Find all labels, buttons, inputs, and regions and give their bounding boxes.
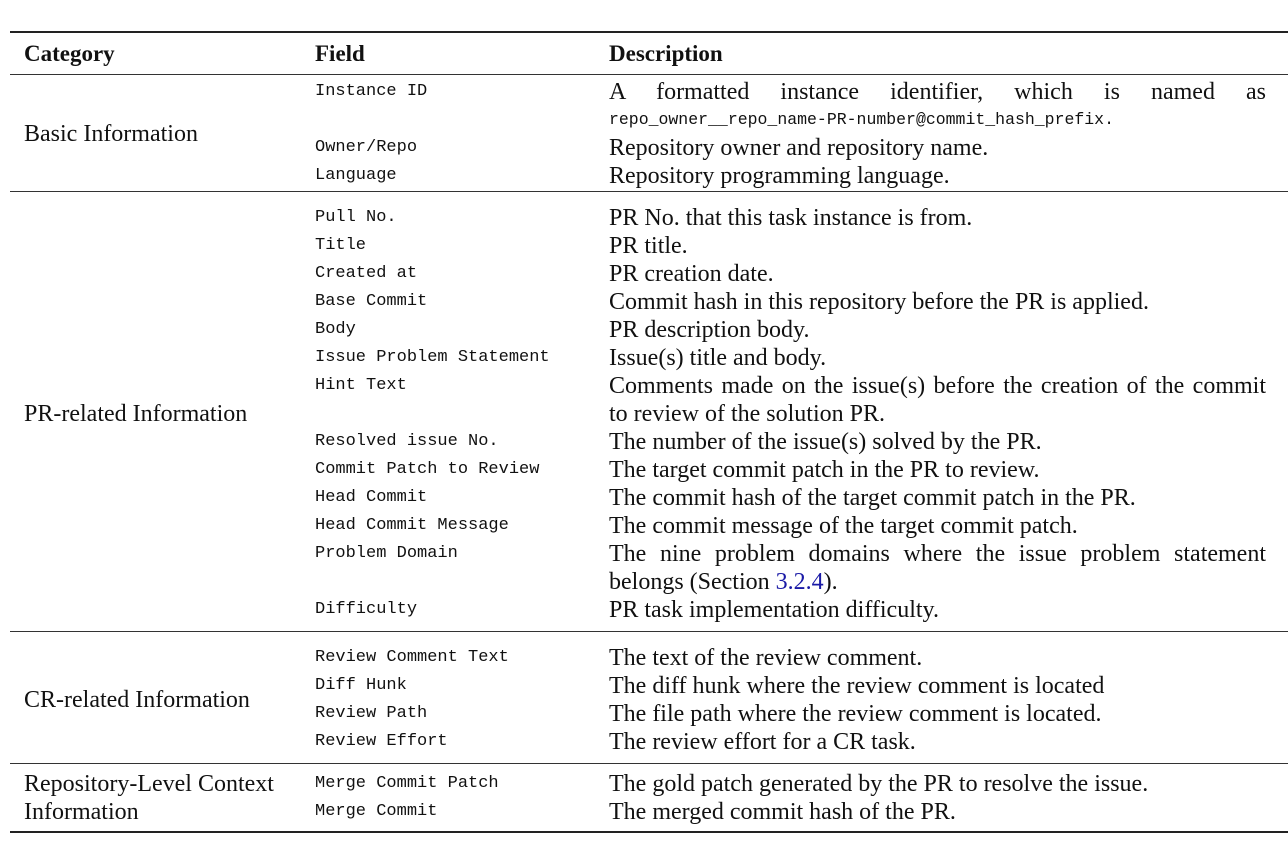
description-text: The nine problem domains where the issue… bbox=[609, 541, 1266, 595]
header-category: Category bbox=[24, 40, 115, 66]
field-name: Instance ID bbox=[315, 82, 428, 101]
field-name: Review Effort bbox=[315, 732, 448, 751]
field-name: Head Commit Message bbox=[315, 516, 509, 535]
fields-table: Category Field Description Basic Informa… bbox=[10, 31, 1288, 833]
field-description: Comments made on the issue(s) before the… bbox=[609, 373, 1266, 427]
field-description: A formatted instance identifier, which i… bbox=[609, 78, 1266, 134]
field-description: The gold patch generated by the PR to re… bbox=[609, 771, 1149, 797]
table-row: Head Commit Message The commit message of… bbox=[315, 512, 1266, 540]
header-rule bbox=[10, 74, 1288, 75]
section-link[interactable]: 3.2.4 bbox=[775, 569, 824, 595]
table-row: Body PR description body. bbox=[315, 316, 1266, 344]
group-pr-related-information: PR-related Information Pull No. PR No. th… bbox=[10, 192, 1288, 631]
table-row: Problem Domain The nine problem domains w… bbox=[315, 540, 1266, 596]
header-field: Field bbox=[315, 40, 365, 66]
table-row: Head Commit The commit hash of the target… bbox=[315, 484, 1266, 512]
table-header: Category Field Description bbox=[10, 33, 1288, 74]
field-name: Created at bbox=[315, 264, 418, 283]
field-description: The text of the review comment. bbox=[609, 645, 923, 671]
category-label: CR-related Information bbox=[24, 687, 250, 713]
group-rule bbox=[10, 191, 1288, 192]
table-row: Diff Hunk The diff hunk where the review … bbox=[315, 672, 1266, 700]
table-row: Review Path The file path where the revie… bbox=[315, 700, 1266, 728]
field-description: Commit hash in this repository before th… bbox=[609, 289, 1149, 315]
field-name: Review Comment Text bbox=[315, 648, 509, 667]
table-row: Instance ID A formatted instance identif… bbox=[315, 78, 1266, 134]
category-label: Basic Information bbox=[24, 121, 198, 147]
field-description: Repository owner and repository name. bbox=[609, 135, 989, 161]
field-name: Merge Commit bbox=[315, 802, 438, 821]
bottom-rule bbox=[10, 831, 1288, 833]
table-row: Difficulty PR task implementation difficu… bbox=[315, 596, 1266, 624]
field-name: Base Commit bbox=[315, 292, 428, 311]
field-description: The merged commit hash of the PR. bbox=[609, 799, 956, 825]
table-row: Created at PR creation date. bbox=[315, 260, 1266, 288]
group-rule bbox=[10, 631, 1288, 632]
category-label: PR-related Information bbox=[24, 401, 248, 427]
group-basic-information: Basic Information Instance ID A formatte… bbox=[10, 75, 1288, 191]
field-description: The number of the issue(s) solved by the… bbox=[609, 429, 1042, 455]
field-description: The target commit patch in the PR to rev… bbox=[609, 457, 1040, 483]
field-name: Merge Commit Patch bbox=[315, 774, 499, 793]
group-repository-level-context: Repository-Level Context Information Mer… bbox=[10, 764, 1288, 831]
field-name: Issue Problem Statement bbox=[315, 348, 550, 367]
field-name: Resolved issue No. bbox=[315, 432, 499, 451]
field-description: PR creation date. bbox=[609, 261, 774, 287]
field-name: Review Path bbox=[315, 704, 428, 723]
field-description: Issue(s) title and body. bbox=[609, 345, 827, 371]
field-description: The review effort for a CR task. bbox=[609, 729, 916, 755]
table-row: Issue Problem Statement Issue(s) title an… bbox=[315, 344, 1266, 372]
field-description: The commit hash of the target commit pat… bbox=[609, 485, 1136, 511]
field-description: PR description body. bbox=[609, 317, 810, 343]
table-row: Owner/Repo Repository owner and reposito… bbox=[315, 134, 1266, 162]
table-row: Title PR title. bbox=[315, 232, 1266, 260]
instance-id-format: repo_owner__repo_name-PR-number@commit_h… bbox=[609, 110, 1114, 129]
field-name: Language bbox=[315, 166, 397, 185]
field-description: The file path where the review comment i… bbox=[609, 701, 1102, 727]
table-row: Review Comment Text The text of the revie… bbox=[315, 644, 1266, 672]
table-row: Pull No. PR No. that this task instance i… bbox=[315, 204, 1266, 232]
field-description: Repository programming language. bbox=[609, 163, 950, 189]
field-name: Body bbox=[315, 320, 356, 339]
field-name: Difficulty bbox=[315, 600, 418, 619]
table-row: Hint Text Comments made on the issue(s) b… bbox=[315, 372, 1266, 428]
field-description: The diff hunk where the review comment i… bbox=[609, 673, 1105, 699]
field-name: Owner/Repo bbox=[315, 138, 418, 157]
field-name: Hint Text bbox=[315, 376, 407, 395]
table-row: Base Commit Commit hash in this repositor… bbox=[315, 288, 1266, 316]
field-description: PR task implementation difficulty. bbox=[609, 597, 939, 623]
field-name: Problem Domain bbox=[315, 544, 458, 563]
field-name: Head Commit bbox=[315, 488, 428, 507]
field-description: PR title. bbox=[609, 233, 688, 259]
field-description: The nine problem domains where the issue… bbox=[609, 540, 1266, 596]
group-rule bbox=[10, 763, 1288, 764]
table-row: Language Repository programming language… bbox=[315, 162, 1266, 190]
table-row: Merge Commit Patch The gold patch generat… bbox=[315, 770, 1266, 798]
top-rule bbox=[10, 31, 1288, 33]
field-name: Title bbox=[315, 236, 367, 255]
field-name: Commit Patch to Review bbox=[315, 460, 540, 479]
table-row: Review Effort The review effort for a CR … bbox=[315, 728, 1266, 756]
field-description: The commit message of the target commit … bbox=[609, 513, 1078, 539]
description-text: ). bbox=[823, 569, 838, 595]
header-description: Description bbox=[609, 40, 723, 66]
table-row: Resolved issue No. The number of the issu… bbox=[315, 428, 1266, 456]
table-row: Commit Patch to Review The target commit … bbox=[315, 456, 1266, 484]
field-name: Pull No. bbox=[315, 208, 397, 227]
field-name: Diff Hunk bbox=[315, 676, 407, 695]
field-description: PR No. that this task instance is from. bbox=[609, 205, 973, 231]
table-row: Merge Commit The merged commit hash of th… bbox=[315, 798, 1266, 826]
category-label: Repository-Level Context Information bbox=[24, 771, 274, 825]
group-cr-related-information: CR-related Information Review Comment Te… bbox=[10, 632, 1288, 763]
